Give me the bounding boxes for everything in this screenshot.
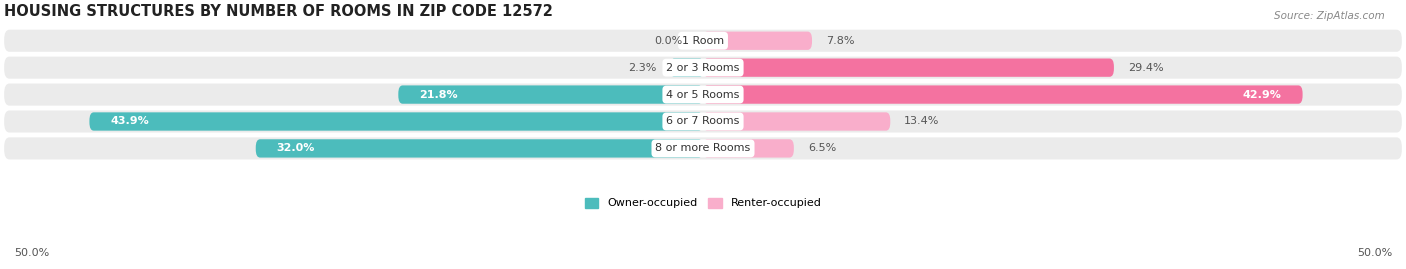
Text: 2 or 3 Rooms: 2 or 3 Rooms [666, 63, 740, 73]
Text: 2.3%: 2.3% [628, 63, 657, 73]
FancyBboxPatch shape [4, 30, 1402, 52]
FancyBboxPatch shape [703, 112, 890, 131]
Text: 6 or 7 Rooms: 6 or 7 Rooms [666, 116, 740, 126]
FancyBboxPatch shape [4, 84, 1402, 106]
Text: HOUSING STRUCTURES BY NUMBER OF ROOMS IN ZIP CODE 12572: HOUSING STRUCTURES BY NUMBER OF ROOMS IN… [4, 4, 553, 19]
Text: 0.0%: 0.0% [654, 36, 682, 46]
FancyBboxPatch shape [703, 58, 1114, 77]
FancyBboxPatch shape [256, 139, 703, 158]
Text: 4 or 5 Rooms: 4 or 5 Rooms [666, 90, 740, 100]
Text: 7.8%: 7.8% [825, 36, 855, 46]
FancyBboxPatch shape [90, 112, 703, 131]
Text: 32.0%: 32.0% [277, 143, 315, 153]
Text: 50.0%: 50.0% [14, 248, 49, 258]
FancyBboxPatch shape [4, 137, 1402, 160]
Text: Source: ZipAtlas.com: Source: ZipAtlas.com [1274, 11, 1385, 21]
Text: 1 Room: 1 Room [682, 36, 724, 46]
Text: 43.9%: 43.9% [111, 116, 149, 126]
FancyBboxPatch shape [4, 111, 1402, 133]
FancyBboxPatch shape [671, 58, 703, 77]
FancyBboxPatch shape [703, 86, 1302, 104]
Text: 50.0%: 50.0% [1357, 248, 1392, 258]
Text: 21.8%: 21.8% [419, 90, 458, 100]
Text: 42.9%: 42.9% [1243, 90, 1282, 100]
FancyBboxPatch shape [703, 31, 813, 50]
Text: 6.5%: 6.5% [808, 143, 837, 153]
Text: 13.4%: 13.4% [904, 116, 939, 126]
FancyBboxPatch shape [703, 139, 794, 158]
FancyBboxPatch shape [398, 86, 703, 104]
Text: 8 or more Rooms: 8 or more Rooms [655, 143, 751, 153]
Legend: Owner-occupied, Renter-occupied: Owner-occupied, Renter-occupied [581, 193, 825, 213]
Text: 29.4%: 29.4% [1128, 63, 1164, 73]
FancyBboxPatch shape [4, 56, 1402, 79]
